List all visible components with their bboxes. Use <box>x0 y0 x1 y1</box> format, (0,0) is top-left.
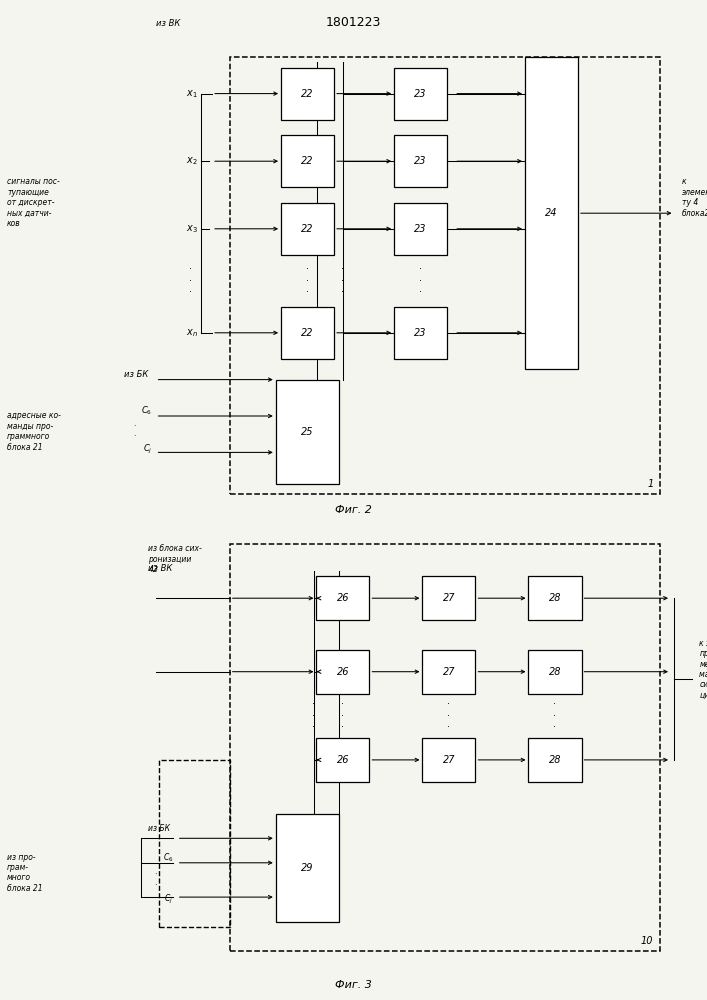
Text: $C_6$: $C_6$ <box>163 852 173 864</box>
Text: 1: 1 <box>647 479 653 489</box>
Text: 24: 24 <box>545 208 558 218</box>
Text: к
элемен-
ту 4
блока2: к элемен- ту 4 блока2 <box>682 178 707 218</box>
Text: 10: 10 <box>641 936 653 946</box>
Bar <box>423 738 475 782</box>
Text: 26: 26 <box>337 667 349 677</box>
Bar <box>529 650 582 694</box>
Text: 29: 29 <box>301 863 314 873</box>
Bar <box>395 203 447 255</box>
Bar <box>276 814 339 922</box>
Text: ·
·
·: · · · <box>419 264 422 297</box>
Bar <box>395 68 447 120</box>
Text: $x_2$: $x_2$ <box>187 155 198 167</box>
Bar <box>423 576 475 620</box>
Text: 28: 28 <box>549 755 561 765</box>
Bar <box>230 544 660 951</box>
Text: 23: 23 <box>414 224 427 234</box>
Text: из БК: из БК <box>148 824 170 833</box>
Text: 1801223: 1801223 <box>326 16 381 29</box>
Text: 22: 22 <box>301 224 314 234</box>
Text: ·
·
·: · · · <box>312 699 315 732</box>
Bar <box>395 135 447 187</box>
Text: 22: 22 <box>301 328 314 338</box>
Text: сигналы пос-
тупающие
от дискрет-
ных датчи-
ков: сигналы пос- тупающие от дискрет- ных да… <box>7 178 60 228</box>
Text: ·
·
·: · · · <box>341 264 344 297</box>
Bar <box>281 307 334 359</box>
Text: 26: 26 <box>337 755 349 765</box>
Text: к электро-
приводным
механиз-
мам и
сигнализа-
ции: к электро- приводным механиз- мам и сигн… <box>699 639 707 700</box>
Text: 22: 22 <box>301 89 314 99</box>
Bar <box>276 380 339 484</box>
Bar <box>529 576 582 620</box>
Text: ·
·
·: · · · <box>306 264 309 297</box>
Text: ·
·: · · <box>154 870 157 890</box>
Text: из ВК: из ВК <box>148 564 173 573</box>
Text: 26: 26 <box>337 593 349 603</box>
Bar <box>281 203 334 255</box>
Text: из про-
грам-
много
блока 21: из про- грам- много блока 21 <box>7 852 42 893</box>
Bar <box>281 68 334 120</box>
Text: ·
·
·: · · · <box>341 699 344 732</box>
Text: 27: 27 <box>443 667 455 677</box>
Text: из ВК: из ВК <box>156 19 180 28</box>
Text: $x_n$: $x_n$ <box>186 327 198 339</box>
Text: ·
·
·: · · · <box>554 699 556 732</box>
Text: $x_1$: $x_1$ <box>187 88 198 100</box>
Text: 22: 22 <box>301 156 314 166</box>
Text: Фиг. 3: Фиг. 3 <box>335 980 372 990</box>
Bar <box>317 738 369 782</box>
Text: 28: 28 <box>549 667 561 677</box>
Text: 28: 28 <box>549 593 561 603</box>
Bar <box>317 576 369 620</box>
Bar <box>395 307 447 359</box>
Text: 27: 27 <box>443 755 455 765</box>
Text: ·
·
·: · · · <box>189 264 192 297</box>
Text: $x_3$: $x_3$ <box>186 223 198 235</box>
Bar <box>159 760 230 926</box>
Text: адресные ко-
манды про-
граммного
блока 21: адресные ко- манды про- граммного блока … <box>7 412 61 452</box>
Text: ·
·
·: · · · <box>315 264 319 297</box>
Bar <box>281 135 334 187</box>
Text: ·
·: · · <box>133 422 136 441</box>
Text: 23: 23 <box>414 89 427 99</box>
Text: из блока сих-
ронизации
42: из блока сих- ронизации 42 <box>148 544 202 574</box>
Text: $C_j$: $C_j$ <box>165 893 173 906</box>
Text: $C_6$: $C_6$ <box>141 405 152 417</box>
Text: 25: 25 <box>301 427 314 437</box>
Text: Фиг. 2: Фиг. 2 <box>335 505 372 515</box>
Text: $C_j$: $C_j$ <box>143 443 152 456</box>
Bar <box>317 650 369 694</box>
Text: из БК: из БК <box>124 370 148 379</box>
Bar <box>529 738 582 782</box>
Text: 23: 23 <box>414 328 427 338</box>
Text: 23: 23 <box>414 156 427 166</box>
Text: 27: 27 <box>443 593 455 603</box>
Bar <box>423 650 475 694</box>
Text: ·
·
·: · · · <box>448 699 450 732</box>
Bar <box>525 57 578 369</box>
Bar <box>230 57 660 494</box>
